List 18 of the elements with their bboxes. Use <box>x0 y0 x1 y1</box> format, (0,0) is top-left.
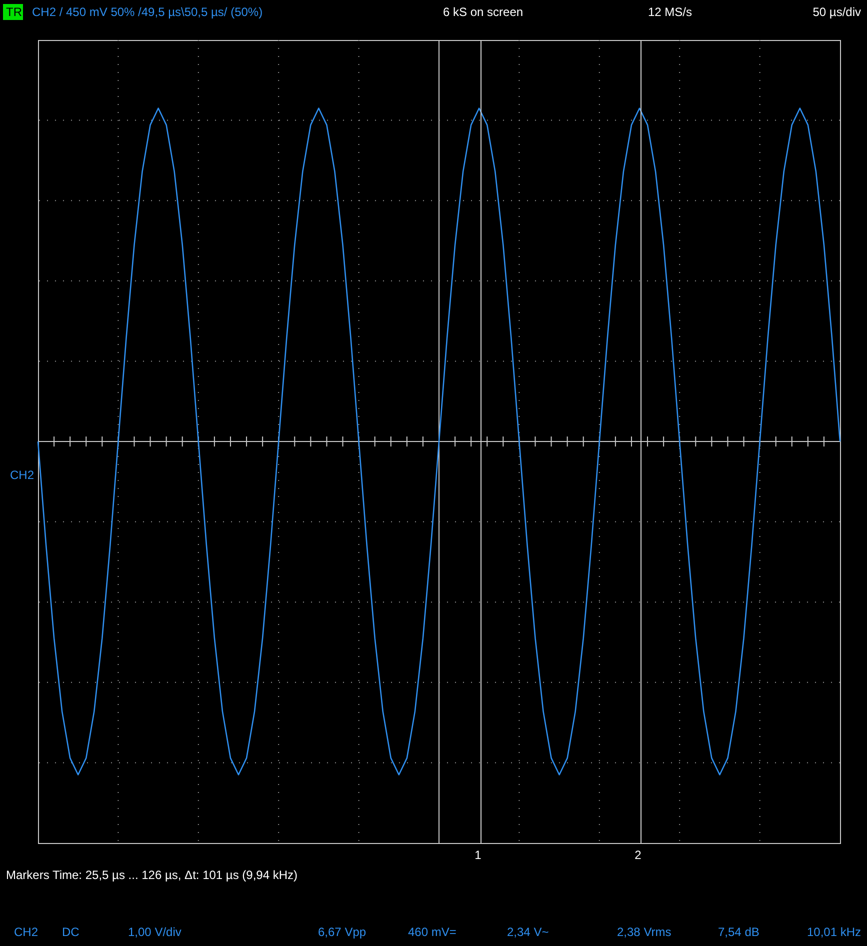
text: TR <box>6 5 22 19</box>
series-label: CH2 <box>10 468 34 482</box>
text: DC <box>62 925 80 939</box>
text: CH2 <box>14 925 38 939</box>
text: 6 kS on screen <box>443 5 524 19</box>
text: 6,67 Vpp <box>318 925 366 939</box>
text: 10,01 kHz <box>806 925 861 939</box>
text: 1,00 V/div <box>128 925 182 939</box>
text: 2,34 V~ <box>507 925 549 939</box>
text: CH2 / 450 mV 50% /49,5 µs\50,5 µs/ (50%) <box>32 5 263 19</box>
text: 2,38 Vrms <box>617 925 672 939</box>
text: 1 <box>474 848 482 862</box>
text: 12 MS/s <box>648 5 692 19</box>
text: 50 µs/div <box>812 5 861 19</box>
text: 2 <box>634 848 642 862</box>
text: 7,54 dB <box>718 925 760 939</box>
text: Markers Time: 25,5 µs ... 126 µs, Δt: 101 µs (9,94 kHz) <box>6 868 298 882</box>
text: 460 mV= <box>408 925 456 939</box>
